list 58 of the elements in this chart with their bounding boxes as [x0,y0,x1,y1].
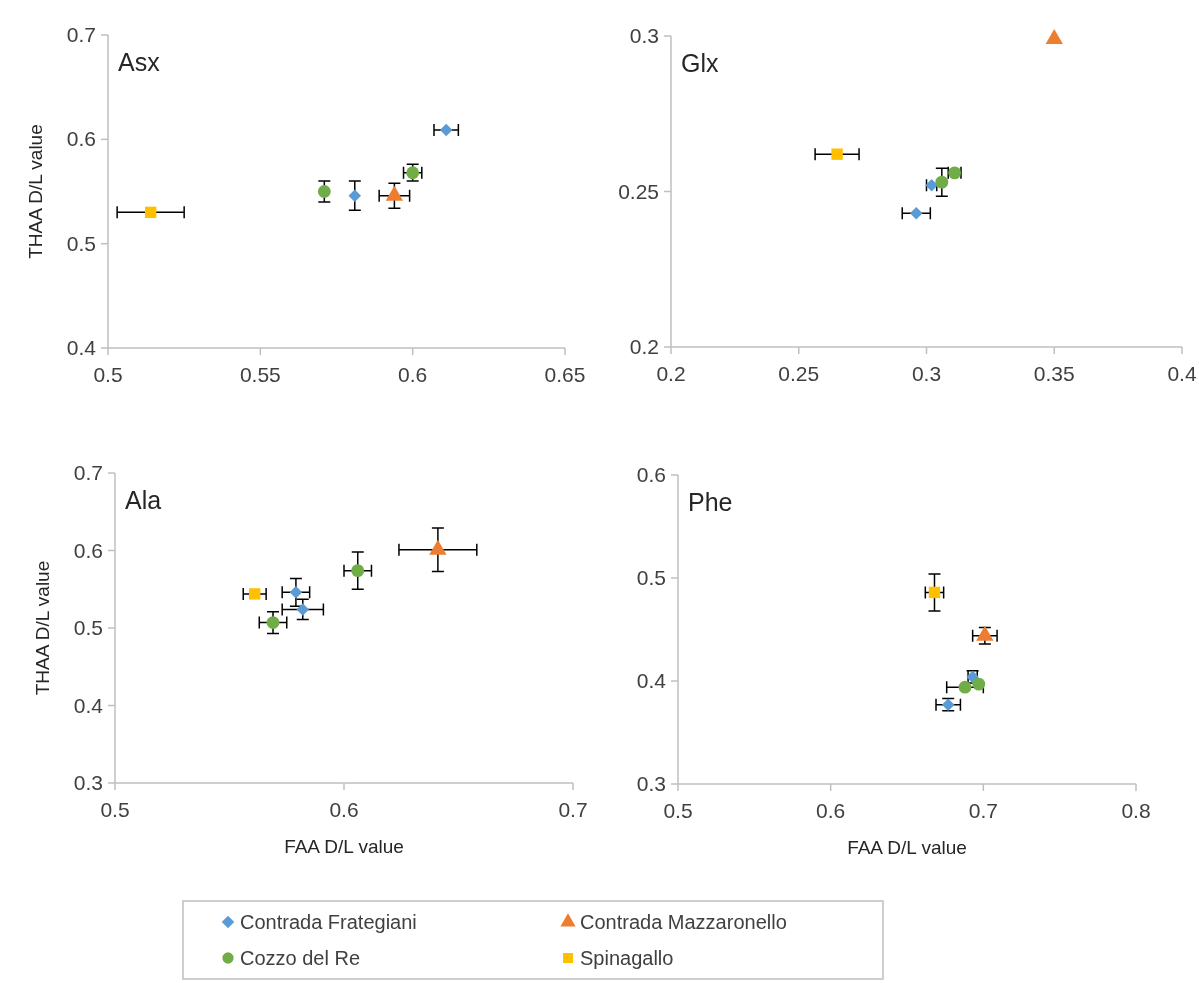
point [935,175,949,189]
legend-label: Contrada Frategiani [240,911,417,933]
annotation: Phe [688,488,733,516]
point [296,603,310,616]
x-tick-label: 0.55 [239,363,281,386]
y-tick-label: 0.3 [629,24,659,47]
point [910,207,923,220]
x-tick-label: 0.7 [558,798,588,821]
point [958,680,972,694]
annotation: Glx [681,49,719,77]
y-tick-label: 0.4 [73,693,104,717]
point [439,123,453,137]
y-tick-label: 0.7 [66,23,96,46]
x-axis-title: FAA D/L value [284,836,404,857]
y-tick-label: 0.2 [629,335,659,358]
x-tick-label: 0.6 [329,798,359,821]
point [144,206,157,219]
y-tick-label: 0.5 [73,616,103,639]
y-tick-label: 0.3 [73,771,103,794]
x-tick-label: 0.5 [663,799,693,822]
point [972,677,986,691]
x-tick-label: 0.7 [968,799,998,822]
point [1045,29,1063,45]
legend-label: Contrada Mazzaronello [580,911,787,933]
y-tick-label: 0.6 [636,463,666,486]
point [248,588,261,600]
x-tick-label: 0.65 [544,363,586,386]
x-tick-label: 0.2 [656,362,686,385]
y-tick-label: 0.5 [636,566,666,589]
point [348,189,362,202]
point [831,148,843,160]
annotation: Asx [118,48,161,76]
y-tick-label: 0.3 [636,772,666,795]
x-tick-label: 0.35 [1033,362,1075,385]
x-tick-label: 0.4 [1167,362,1197,385]
y-tick-label: 0.4 [66,336,97,359]
x-tick-label: 0.5 [100,798,130,821]
x-tick-label: 0.8 [1121,799,1151,822]
point [266,616,280,629]
point [351,564,365,578]
y-axis-title: THAA D/L value [32,560,53,696]
x-tick-label: 0.6 [398,363,428,386]
annotation: Ala [125,486,162,514]
x-tick-label: 0.6 [816,799,846,822]
y-tick-label: 0.6 [66,127,96,151]
y-tick-label: 0.6 [73,538,103,562]
point [289,586,303,599]
y-tick-label: 0.5 [66,231,96,255]
y-axis-title: THAA D/L value [25,124,46,259]
y-tick-label: 0.7 [73,461,103,484]
x-tick-label: 0.5 [93,363,123,386]
x-tick-label: 0.25 [778,362,820,385]
y-tick-label: 0.25 [618,179,659,203]
y-tick-label: 0.4 [636,669,667,692]
x-axis-title: FAA D/L value [847,837,967,858]
legend-label: Spinagallo [580,947,674,969]
x-tick-label: 0.3 [911,362,942,385]
legend-label: Cozzo del Re [240,947,361,969]
